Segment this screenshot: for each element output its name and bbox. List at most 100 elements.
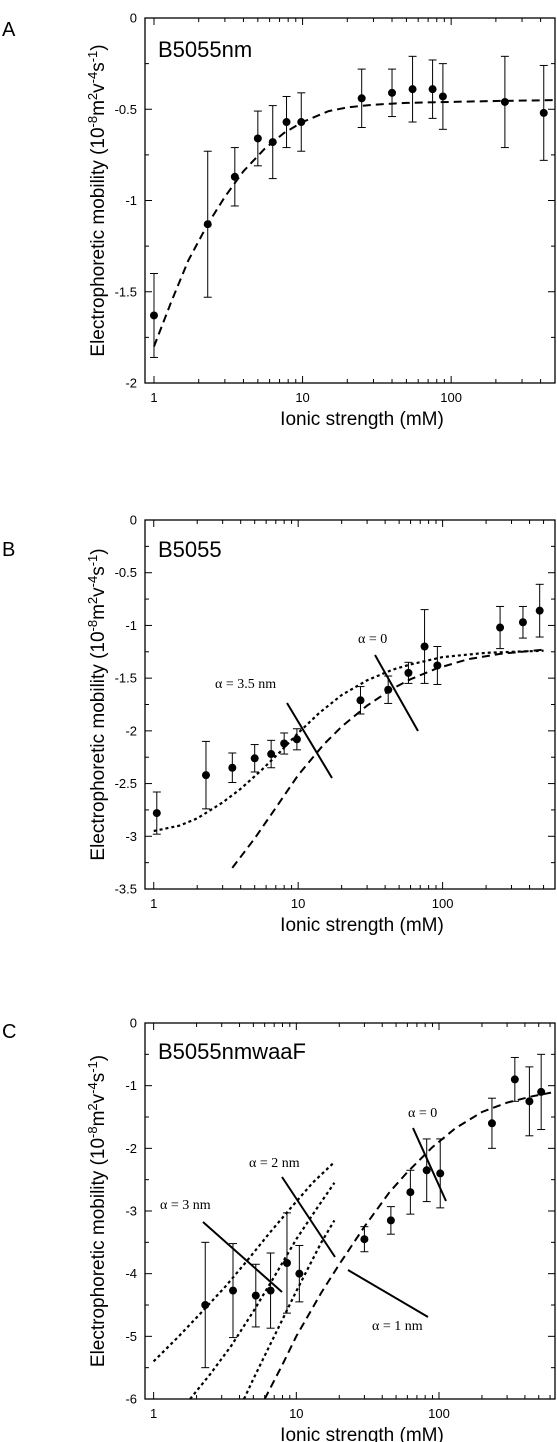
y-axis-title-part: m bbox=[88, 1111, 109, 1127]
data-point bbox=[496, 623, 505, 632]
y-axis-title-superscript: -8 bbox=[85, 116, 100, 128]
curve-annotation: α = 1 nm bbox=[372, 1319, 423, 1334]
data-point bbox=[500, 97, 509, 106]
panel-title: B5055nmwaaF bbox=[158, 1039, 306, 1064]
y-axis-title-superscript: -1 bbox=[85, 555, 100, 567]
y-tick-label: 0 bbox=[130, 1016, 137, 1031]
annotation-pointer bbox=[286, 702, 333, 779]
curve-annotation: α = 2 nm bbox=[249, 1156, 300, 1171]
data-point bbox=[388, 88, 397, 97]
x-axis-title: Ionic strength (mM) bbox=[280, 409, 444, 430]
data-point bbox=[535, 606, 544, 615]
data-point bbox=[428, 85, 437, 94]
y-axis-title-superscript: -1 bbox=[85, 1061, 100, 1073]
fit-curve bbox=[243, 1219, 336, 1400]
y-axis-title: Electrophoretic mobility (10-8m2v-4s-1) bbox=[85, 548, 109, 860]
data-point bbox=[356, 696, 365, 705]
data-point bbox=[357, 94, 366, 103]
y-axis-title-part: s bbox=[88, 566, 109, 576]
panel-letter: B bbox=[2, 539, 15, 561]
data-point bbox=[228, 763, 237, 772]
panel-letter: A bbox=[2, 19, 16, 41]
data-point bbox=[510, 1075, 519, 1084]
y-axis-title-part: ) bbox=[88, 1055, 109, 1061]
x-axis-title: Ionic strength (mM) bbox=[280, 1425, 444, 1442]
annotation-pointer bbox=[347, 1269, 429, 1318]
x-tick-label: 100 bbox=[432, 896, 454, 911]
y-tick-label: 0 bbox=[130, 513, 137, 528]
y-tick-label: -5 bbox=[125, 1329, 137, 1344]
data-point bbox=[404, 668, 413, 677]
curve-annotation: α = 0 bbox=[358, 632, 387, 647]
x-tick-label: 100 bbox=[440, 390, 462, 405]
panel-title: B5055nm bbox=[158, 37, 252, 62]
data-point bbox=[267, 750, 276, 759]
x-axis-title: Ionic strength (mM) bbox=[280, 915, 444, 936]
data-point bbox=[266, 1286, 275, 1295]
data-point bbox=[282, 118, 291, 127]
y-axis-title-part: Electrophoretic mobility (10 bbox=[88, 1138, 109, 1367]
data-point bbox=[149, 311, 158, 320]
y-axis-title-part: s bbox=[88, 1073, 109, 1083]
plot-frame bbox=[144, 519, 556, 890]
y-axis-title-part: s bbox=[88, 62, 109, 72]
y-axis-title-superscript: 2 bbox=[85, 597, 100, 604]
y-tick-label: -1.5 bbox=[115, 671, 137, 686]
data-point bbox=[438, 92, 447, 101]
annotation-pointer bbox=[202, 1221, 283, 1293]
x-tick-label: 10 bbox=[289, 1406, 303, 1421]
data-point bbox=[433, 661, 442, 670]
y-axis-title-part: Electrophoretic mobility (10 bbox=[88, 631, 109, 860]
x-tick-label: 1 bbox=[150, 390, 157, 405]
y-tick-label: -1 bbox=[125, 618, 137, 633]
plot-frame bbox=[144, 17, 556, 384]
y-axis-title-part: m bbox=[88, 100, 109, 116]
panel-title: B5055 bbox=[158, 537, 222, 562]
y-axis-title: Electrophoretic mobility (10-8m2v-4s-1) bbox=[85, 1055, 109, 1367]
x-tick-label: 1 bbox=[150, 1406, 157, 1421]
data-point bbox=[539, 108, 548, 117]
y-tick-label: -2 bbox=[125, 723, 137, 738]
y-axis-title-part: v bbox=[88, 1093, 109, 1103]
y-axis-title-superscript: -4 bbox=[85, 576, 100, 588]
y-axis-title-superscript: -4 bbox=[85, 1082, 100, 1094]
data-point bbox=[406, 1188, 415, 1197]
y-tick-label: -2 bbox=[125, 1141, 137, 1156]
y-axis-title-part: v bbox=[88, 83, 109, 93]
fit-curve bbox=[231, 648, 544, 869]
y-axis-title-superscript: 2 bbox=[85, 1103, 100, 1110]
data-point bbox=[152, 809, 161, 818]
y-axis-title-superscript: -8 bbox=[85, 620, 100, 632]
chart-panel-B: B -3.5 -3 -2.5 -2 -1.5 -1 -0.5 0 1 10 100 Ionic stre… bbox=[2, 513, 556, 936]
fit-curve bbox=[153, 99, 556, 347]
data-point bbox=[229, 1286, 238, 1295]
y-tick-label: -0.5 bbox=[115, 102, 137, 117]
y-tick-label: -1 bbox=[125, 1078, 137, 1093]
y-axis-title-superscript: -8 bbox=[85, 1126, 100, 1138]
data-point bbox=[384, 685, 393, 694]
y-tick-label: 0 bbox=[130, 11, 137, 26]
x-tick-label: 100 bbox=[428, 1406, 450, 1421]
data-point bbox=[436, 1169, 445, 1178]
data-point bbox=[295, 1269, 304, 1278]
fit-curve bbox=[189, 1182, 336, 1400]
fit-curve bbox=[153, 649, 544, 833]
x-tick-label: 10 bbox=[291, 896, 305, 911]
y-tick-label: -0.5 bbox=[115, 565, 137, 580]
data-point bbox=[360, 1235, 369, 1244]
data-point bbox=[422, 1166, 431, 1175]
y-tick-label: -3.5 bbox=[115, 882, 137, 897]
chart-panel-C: C -6 -5 -4 -3 -2 -1 0 1 10 100 Ionic strength (mM) E… bbox=[2, 1016, 556, 1442]
data-point bbox=[280, 739, 289, 748]
y-axis-title-part: Electrophoretic mobility (10 bbox=[88, 127, 109, 356]
y-axis-title-superscript: -1 bbox=[85, 51, 100, 63]
y-tick-label: -1 bbox=[125, 193, 137, 208]
data-point bbox=[201, 1301, 210, 1309]
y-tick-label: -1.5 bbox=[115, 284, 137, 299]
y-tick-label: -6 bbox=[125, 1392, 137, 1407]
data-point bbox=[253, 134, 262, 143]
x-tick-label: 1 bbox=[150, 896, 157, 911]
data-point bbox=[230, 172, 239, 181]
y-tick-label: -2.5 bbox=[115, 776, 137, 791]
curve-annotation: α = 3 nm bbox=[160, 1198, 211, 1213]
